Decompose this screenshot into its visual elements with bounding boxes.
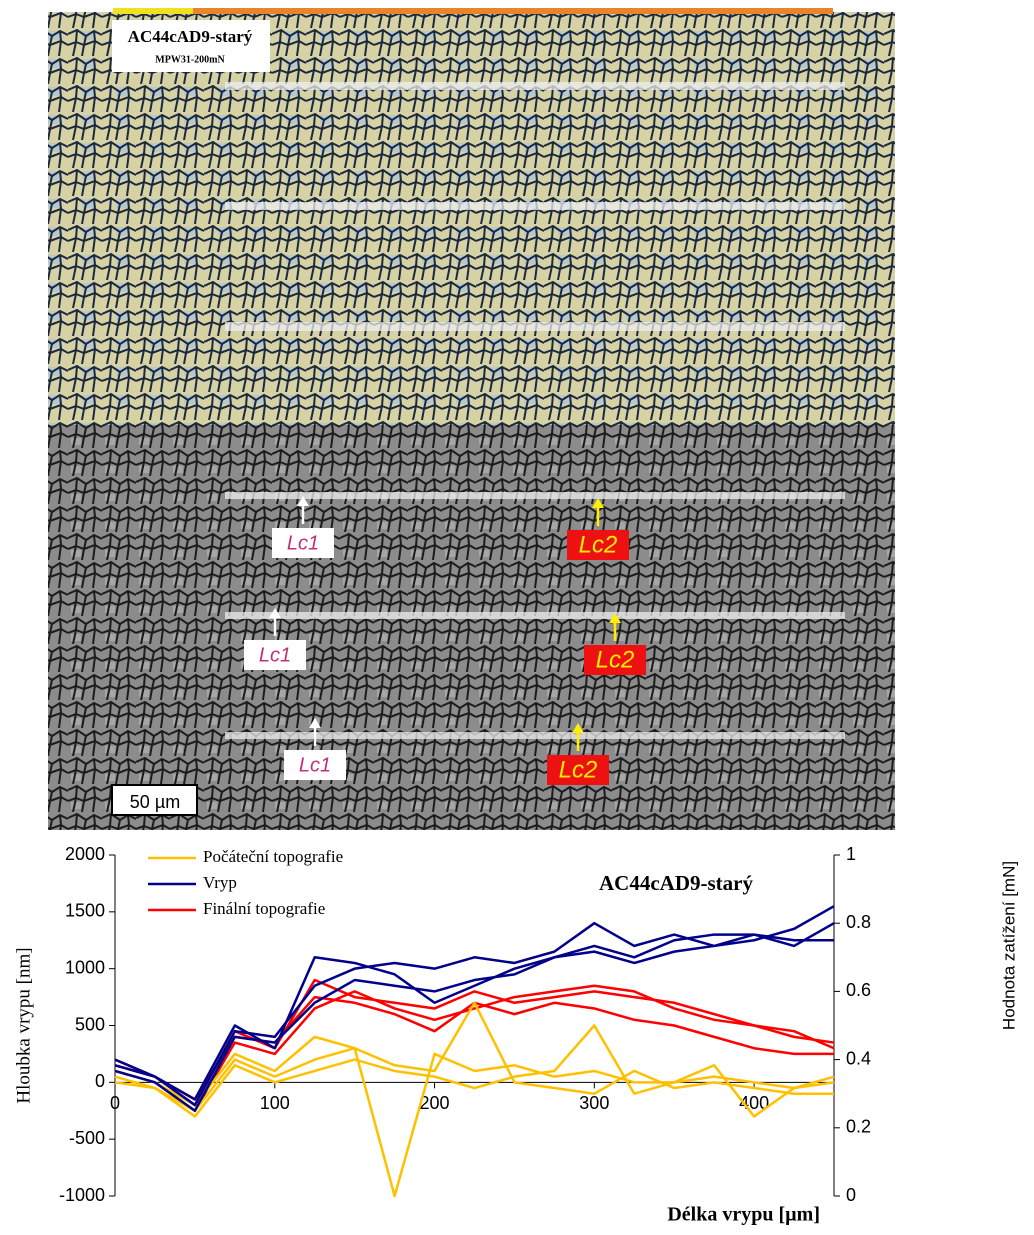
y2-tick-label: 0.6 [846, 980, 871, 1000]
marker-arrowhead [269, 608, 281, 618]
marker-box [244, 640, 306, 670]
legend-label: Počáteční topografie [203, 847, 343, 866]
x-tick-label: 300 [579, 1093, 609, 1113]
marker-label: Lc2 [559, 756, 598, 783]
legend-label: Finální topografie [203, 899, 325, 918]
scale-bar: 50 µm [130, 792, 180, 812]
marker-arrowhead [592, 498, 604, 508]
marker-label: Lc1 [287, 532, 319, 554]
image-subtitle: MPW31-200mN [155, 54, 225, 65]
marker-box [547, 755, 609, 785]
y-tick-label: 1000 [65, 957, 105, 977]
legend-label: Vryp [203, 873, 237, 892]
marker-label: Lc2 [596, 646, 635, 673]
y-tick-label: -500 [69, 1128, 105, 1148]
marker-arrowhead [309, 718, 321, 728]
image-title: AC44cAD9-starý [128, 27, 253, 46]
marker-label: Lc1 [259, 644, 291, 666]
y-tick-label: 2000 [65, 844, 105, 864]
marker-label: Lc2 [579, 531, 618, 558]
x-tick-label: 200 [420, 1093, 450, 1113]
series-line [114, 978, 835, 1107]
series-line [114, 933, 834, 1112]
series-line [114, 984, 835, 1112]
y2-tick-label: 0.4 [846, 1048, 871, 1068]
chart-title: AC44cAD9-starý [599, 871, 753, 895]
y-tick-label: -1000 [59, 1185, 105, 1205]
marker-label: Lc1 [299, 754, 331, 776]
series-line [114, 1024, 835, 1118]
marker-box [284, 750, 346, 780]
series-line [114, 1001, 834, 1107]
x-tick-label: 100 [260, 1093, 290, 1113]
marker-arrowhead [609, 613, 621, 623]
series-line [114, 1046, 835, 1198]
marker-arrowhead [297, 496, 309, 506]
y2-tick-label: 1 [846, 844, 856, 864]
chart: -1000-500050010001500200000.20.40.60.810… [13, 844, 1018, 1226]
marker-box [272, 528, 334, 558]
micrograph: AC44cAD9-starý MPW31-200mN 50 µm [48, 8, 895, 830]
y-tick-label: 0 [95, 1071, 105, 1091]
x-axis-title: Délka vrypu [µm] [667, 1204, 820, 1226]
y-tick-label: 500 [75, 1014, 105, 1034]
marker-box [567, 530, 629, 560]
y-tick-label: 1500 [65, 901, 105, 921]
y2-tick-label: 0 [846, 1185, 856, 1205]
y-axis-title: Hloubka vrypu [nm] [13, 947, 34, 1103]
x-tick-label: 0 [110, 1093, 120, 1113]
series-line [114, 922, 835, 1101]
marker-arrowhead [572, 723, 584, 733]
markers: Lc1 Lc2 Lc1 Lc2 Lc1 Lc2 [244, 496, 646, 785]
marker-box [584, 645, 646, 675]
y2-axis-title: Hodnota zatížení [mN] [999, 861, 1018, 1030]
y2-tick-label: 0.8 [846, 912, 871, 932]
y2-tick-label: 0.2 [846, 1117, 871, 1137]
